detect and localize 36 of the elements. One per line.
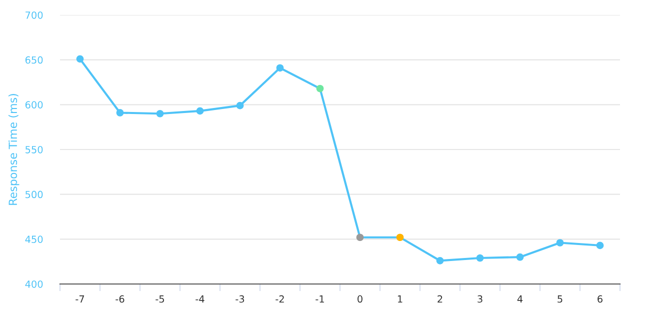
y-tick-label: 650 xyxy=(25,56,43,64)
point xyxy=(436,257,444,264)
x-tick-label: -2 xyxy=(276,295,284,302)
y-axis-title: Response Time (ms) xyxy=(8,94,20,205)
x-tick-label: -4 xyxy=(196,295,204,302)
x-tick-label: -5 xyxy=(156,295,164,303)
point xyxy=(476,254,484,262)
point xyxy=(156,110,164,118)
point xyxy=(236,102,244,110)
point xyxy=(276,64,284,72)
x-tick-label: -3 xyxy=(236,295,244,303)
x-tick-label: 2 xyxy=(438,295,442,302)
point xyxy=(116,109,124,116)
point xyxy=(396,234,404,242)
x-tick-label: 6 xyxy=(598,295,602,303)
point xyxy=(76,55,84,63)
y-tick-label: 450 xyxy=(25,236,43,243)
y-tick-label: 600 xyxy=(25,101,43,108)
point xyxy=(316,84,324,92)
y-tick-label: 550 xyxy=(26,146,43,154)
point xyxy=(596,242,604,250)
x-tick-label: -1 xyxy=(316,295,324,302)
y-tick-label: 400 xyxy=(25,280,43,288)
point xyxy=(356,234,364,242)
x-tick-label: 1 xyxy=(398,295,402,302)
y-tick-label: 500 xyxy=(26,190,43,198)
x-tick-label: -6 xyxy=(116,295,124,303)
x-tick-label: 4 xyxy=(517,295,523,302)
x-tick-label: 5 xyxy=(558,295,562,303)
point xyxy=(196,107,204,115)
x-tick-label: -7 xyxy=(76,295,84,302)
x-tick-label: 3 xyxy=(478,295,482,303)
y-tick-label: 700 xyxy=(26,11,43,19)
point xyxy=(516,253,524,261)
point xyxy=(556,239,564,246)
x-tick-label: 0 xyxy=(358,295,362,303)
